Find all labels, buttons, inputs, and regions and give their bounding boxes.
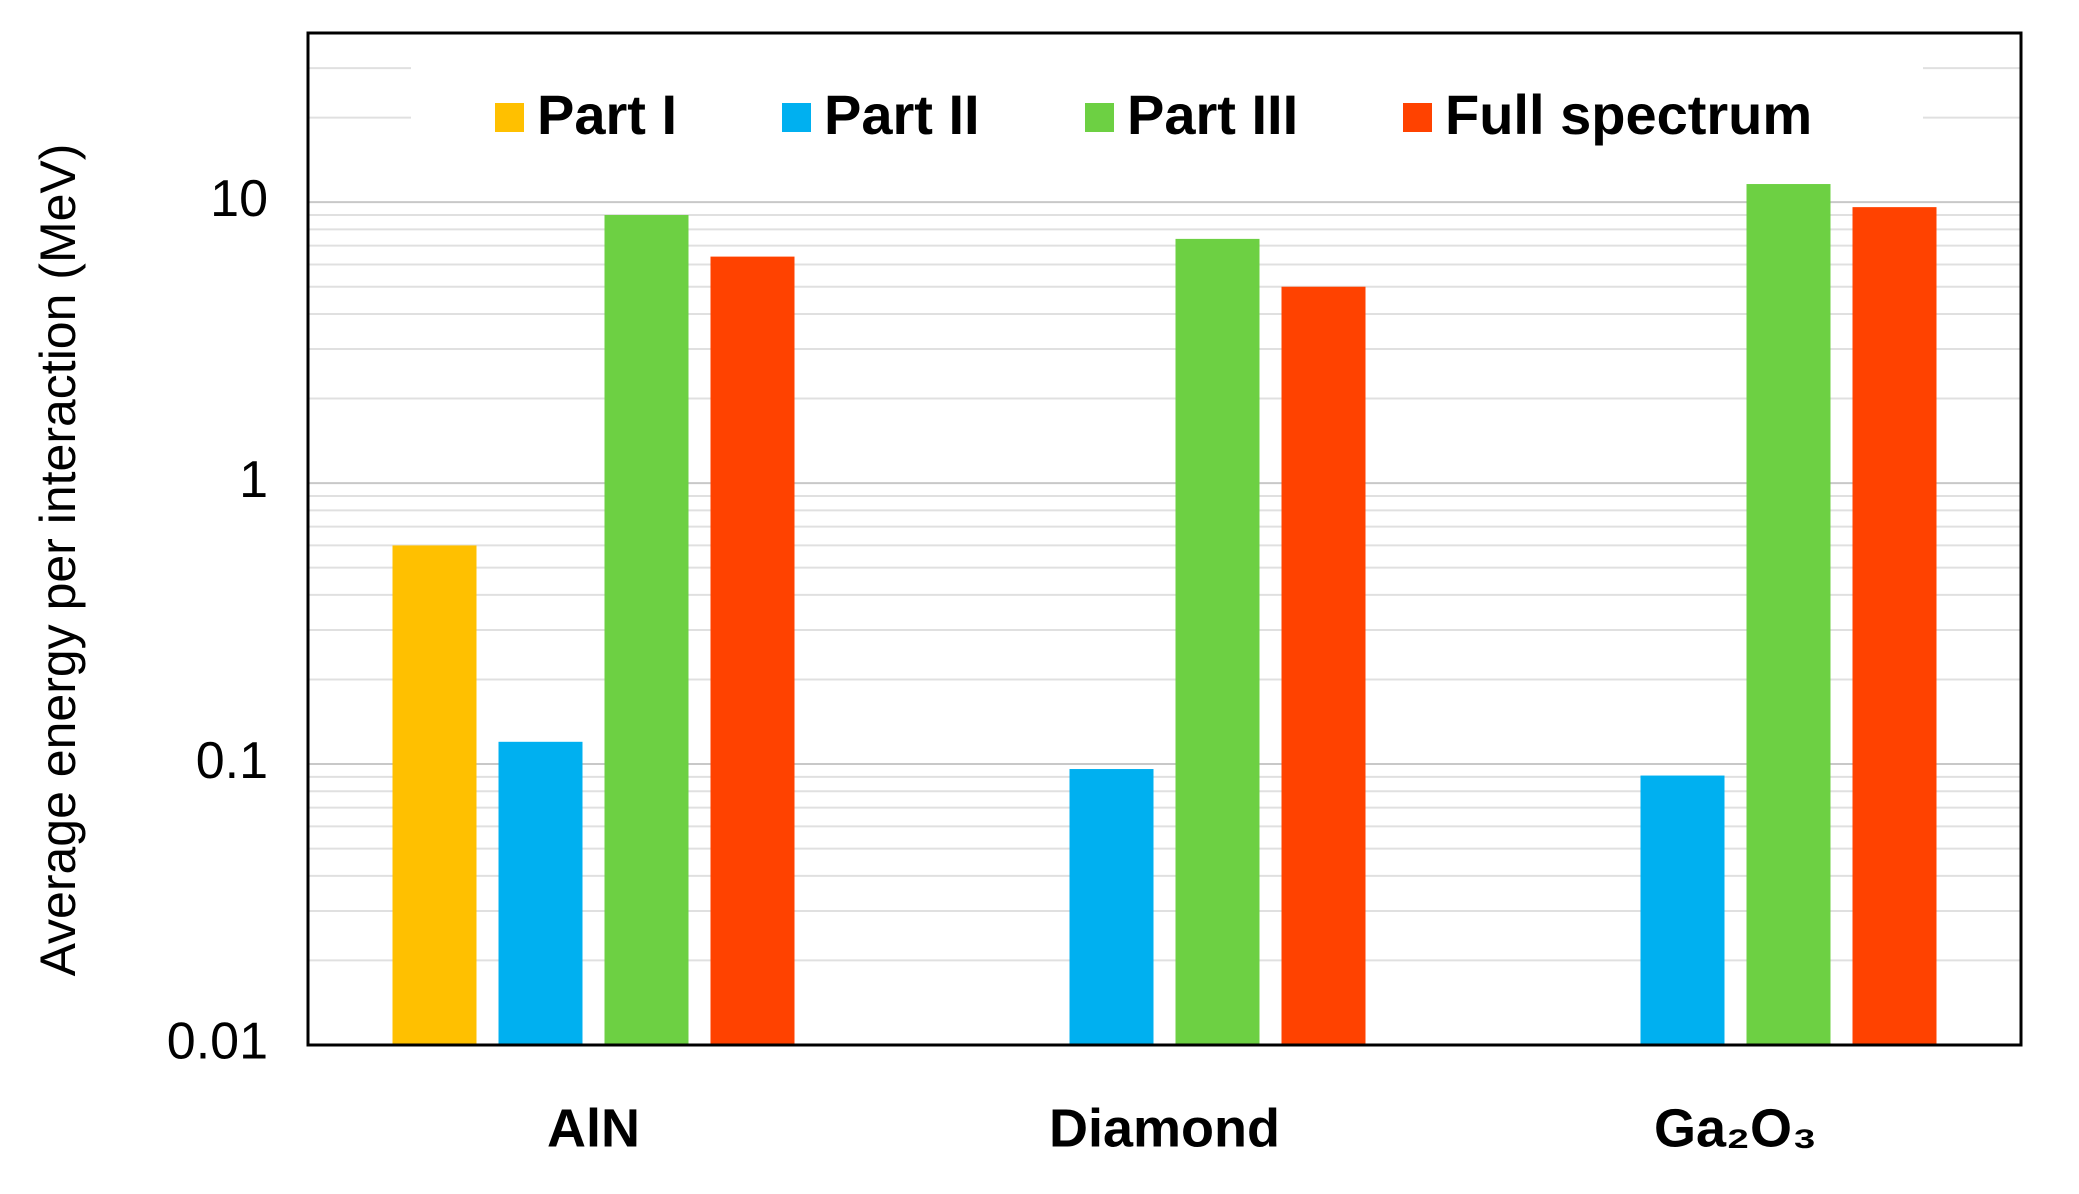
bar xyxy=(1069,769,1154,1045)
bar xyxy=(1852,207,1937,1045)
bar xyxy=(1640,775,1725,1045)
legend-background xyxy=(411,66,1923,166)
bar xyxy=(1281,286,1366,1045)
legend-label: Part I xyxy=(537,83,677,146)
y-tick-label: 1 xyxy=(239,451,268,509)
legend-swatch xyxy=(782,103,811,132)
bar xyxy=(710,256,795,1045)
legend-label: Part III xyxy=(1127,83,1298,146)
plot-frame xyxy=(306,31,2023,1047)
x-tick-label: Diamond xyxy=(1049,1098,1280,1158)
y-tick-label: 0.1 xyxy=(196,732,268,790)
legend-swatch xyxy=(1085,103,1114,132)
bar xyxy=(1175,238,1260,1045)
legend-swatch xyxy=(495,103,524,132)
legend-swatch xyxy=(1403,103,1432,132)
x-tick-label: AlN xyxy=(547,1098,640,1158)
legend-label: Full spectrum xyxy=(1445,83,1812,146)
y-tick-label: 0.01 xyxy=(167,1013,268,1071)
y-tick-label: 10 xyxy=(210,170,268,228)
legend-label: Part II xyxy=(824,83,980,146)
bar xyxy=(392,545,477,1045)
y-axis-title: Average energy per interaction (MeV) xyxy=(30,144,86,977)
x-tick-label: Ga₂O₃ xyxy=(1654,1098,1817,1158)
bar xyxy=(604,215,689,1046)
bar xyxy=(498,741,583,1045)
bar xyxy=(1746,184,1831,1045)
